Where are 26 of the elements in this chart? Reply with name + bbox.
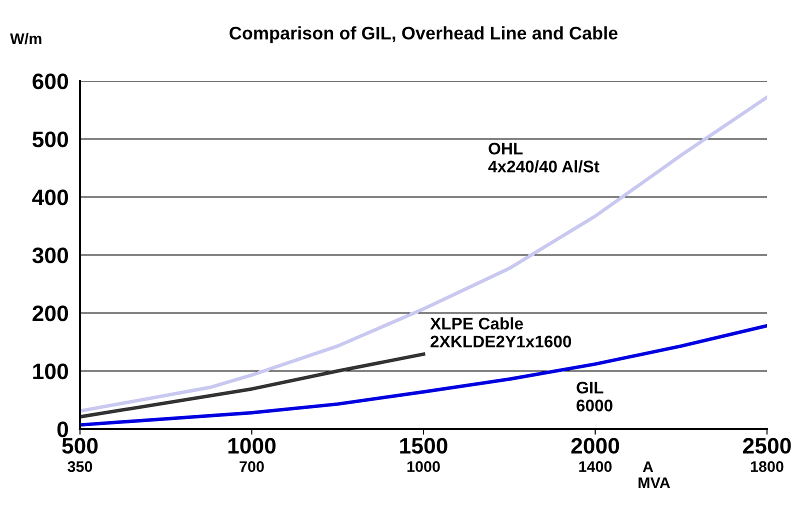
line-series (80, 352, 426, 419)
text: 1000 (407, 461, 440, 472)
text: 1400 (579, 461, 612, 472)
x-tick-label: 2500 (743, 438, 791, 454)
text: 700 (240, 461, 264, 472)
y-tick-label: 500 (32, 132, 68, 148)
annotation: GIL 6000 (576, 382, 612, 412)
line-series (80, 96, 767, 413)
annotation: XLPE Cable 2XKLDE2Y1x1600 (430, 317, 572, 348)
x-tick-label: 2000 (571, 438, 620, 454)
y-axis-title: W/m (10, 32, 42, 44)
y-tick-label: 400 (32, 190, 68, 206)
y-tick-label: 300 (32, 248, 68, 264)
text: MVA (638, 477, 670, 488)
y-tick-label: 200 (32, 306, 68, 322)
x-tick-label: 1000 (228, 438, 276, 454)
text: 1800 (750, 461, 784, 472)
annotation: OHL 4x240/40 Al/St (488, 142, 600, 173)
x-tick-label: 500 (62, 438, 98, 454)
text: 350 (68, 461, 92, 472)
chart-title: Comparison of GIL, Overhead Line and Cable (230, 26, 618, 44)
x-axis-title: A (642, 461, 654, 472)
x-tick-label: 1500 (400, 438, 448, 454)
y-tick-label: 100 (33, 364, 68, 380)
y-tick-label: 0 (57, 422, 68, 438)
y-tick-label: 600 (32, 74, 68, 90)
